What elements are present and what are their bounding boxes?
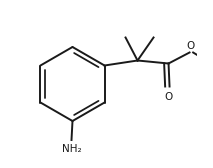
Text: O: O <box>164 92 173 101</box>
Text: NH₂: NH₂ <box>62 144 81 154</box>
Text: O: O <box>186 41 195 51</box>
